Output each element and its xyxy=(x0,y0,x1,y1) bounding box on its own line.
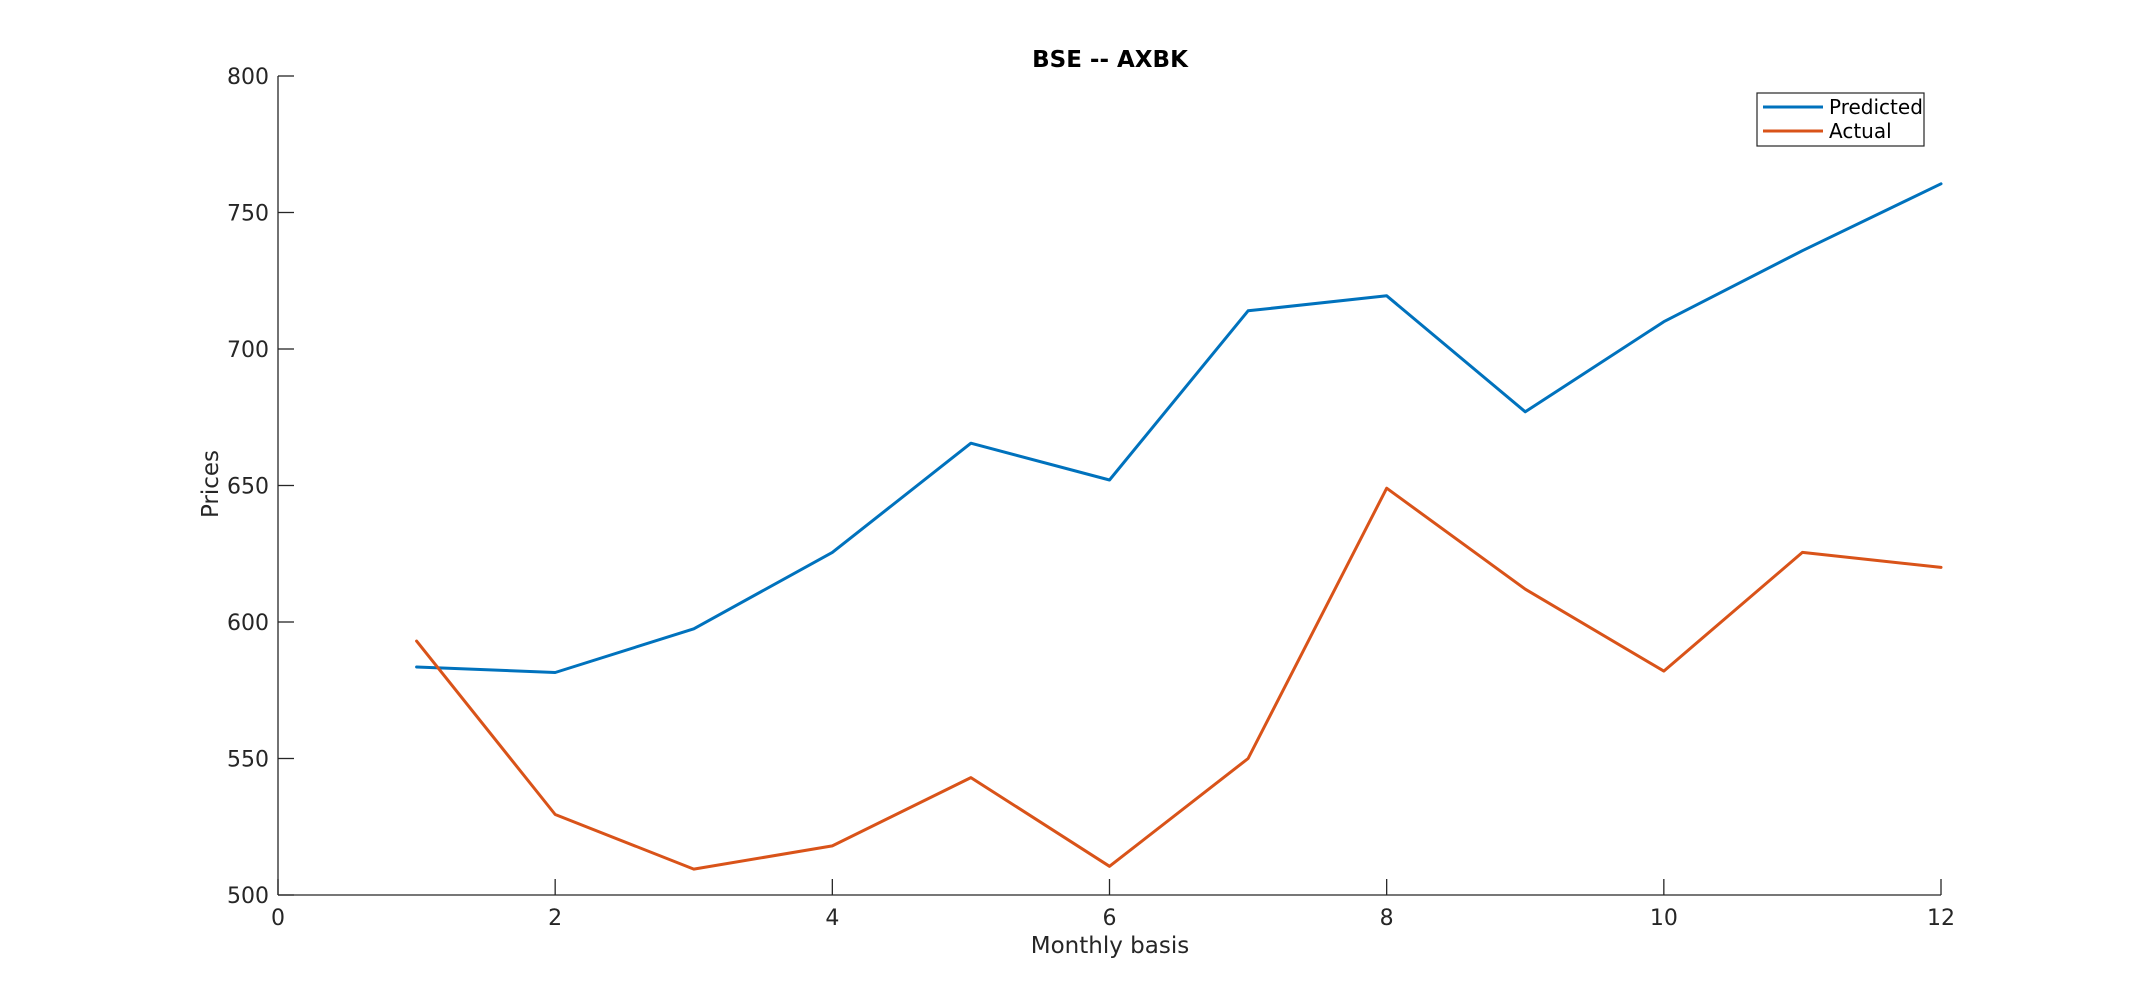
x-tick-label: 10 xyxy=(1650,906,1678,931)
chart-title: BSE -- AXBK xyxy=(1032,47,1189,73)
y-tick-label: 700 xyxy=(227,338,269,363)
x-tick-label: 4 xyxy=(825,906,839,931)
legend-label-predicted: Predicted xyxy=(1829,95,1923,119)
y-tick-label: 550 xyxy=(227,748,269,773)
x-tick-label: 8 xyxy=(1380,906,1394,931)
series-lines xyxy=(415,182,1943,871)
x-tick-label: 6 xyxy=(1103,906,1117,931)
legend-box xyxy=(1756,92,1925,147)
x-axis-label: Monthly basis xyxy=(1031,933,1189,959)
y-tick-label: 800 xyxy=(227,65,269,90)
legend-label-actual: Actual xyxy=(1829,119,1892,143)
x-tick-label: 12 xyxy=(1927,906,1955,931)
series-line-actual xyxy=(415,486,1943,871)
x-tick-label: 0 xyxy=(271,906,285,931)
series-line-predicted xyxy=(415,182,1943,674)
y-tick-label: 500 xyxy=(227,884,269,909)
y-tick-label: 750 xyxy=(227,202,269,227)
y-tick-label: 650 xyxy=(227,475,269,500)
axes: 0 2 4 6 8 10 12 500 550 600 650 700 750 800 xyxy=(227,65,1955,931)
y-tick-label: 600 xyxy=(227,611,269,636)
y-axis-label: Prices xyxy=(198,450,224,518)
x-tick-label: 2 xyxy=(548,906,562,931)
